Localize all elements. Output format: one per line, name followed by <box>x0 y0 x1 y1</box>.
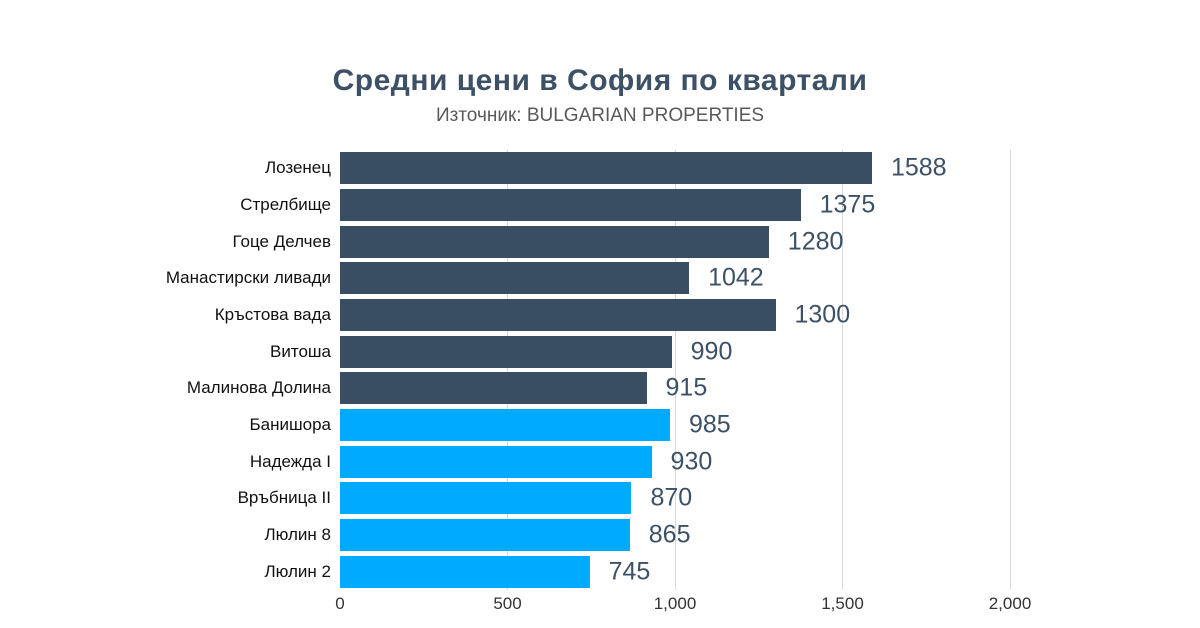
value-label: 990 <box>690 337 733 366</box>
plot-area: Лозенец 1588 Стрелбище 1375 Гоце Делчев 1280 М… <box>166 150 1031 613</box>
category-label: Люлин 2 <box>264 561 331 581</box>
bar-Манастирски ливади <box>340 262 690 295</box>
bar-Люлин 2 <box>340 555 590 588</box>
gridline-1500 <box>842 150 843 590</box>
category-label: Лозенец <box>264 158 331 178</box>
category-label: Манастирски ливади <box>165 268 331 288</box>
value-label: 1042 <box>708 263 764 292</box>
bar-Малинова Долина <box>340 372 647 405</box>
bar-row: Люлин 8 865 <box>264 517 1010 554</box>
bar-row: Надежда I 930 <box>250 443 1010 480</box>
bar-row: Банишора 985 <box>250 407 1010 444</box>
category-label: Връбница II <box>237 488 331 508</box>
category-label: Надежда I <box>249 451 331 471</box>
value-label: 930 <box>670 447 713 476</box>
category-label: Люлин 8 <box>264 524 331 544</box>
category-label: Малинова Долина <box>186 378 331 398</box>
bar-Витоша <box>340 335 672 368</box>
value-label: 985 <box>688 410 731 439</box>
bar-row: Стрелбище 1375 <box>240 187 1010 224</box>
bar-row: Гоце Делчев 1280 <box>232 223 1010 260</box>
value-label: 1300 <box>794 300 851 329</box>
bar-Кръстова вада <box>340 298 776 331</box>
bar-row: Кръстова вада 1300 <box>215 297 1010 334</box>
x-tick-label: 2,000 <box>988 594 1032 613</box>
gridline-2000 <box>1009 150 1011 590</box>
bar-row: Манастирски ливади 1042 <box>166 260 1010 297</box>
x-tick-label: 0 <box>335 594 345 613</box>
category-label: Банишора <box>249 414 332 434</box>
category-label: Кръстова вада <box>214 304 331 324</box>
value-label: 870 <box>650 483 693 512</box>
x-tick-label: 1,000 <box>653 594 697 613</box>
bar-Връбница II <box>340 482 632 515</box>
gridline-500 <box>507 150 508 590</box>
bar-Стрелбище <box>340 188 801 221</box>
bar-Люлин 8 <box>340 518 630 551</box>
category-label: Витоша <box>270 341 331 361</box>
gridline-1000 <box>674 150 676 590</box>
value-label: 1588 <box>890 153 947 182</box>
x-tick-label: 1,500 <box>821 594 864 613</box>
chart-title: Средни цени в София по квартали <box>332 64 868 97</box>
value-label: 865 <box>648 520 691 549</box>
value-label: 915 <box>665 373 708 402</box>
bar-row: Връбница II 870 <box>238 480 1010 517</box>
bar-row: Малинова Долина 915 <box>187 370 1010 407</box>
value-label: 1375 <box>819 190 876 219</box>
category-label: Стрелбище <box>240 194 331 214</box>
bar-Лозенец <box>340 152 872 185</box>
value-label: 745 <box>608 557 651 586</box>
bar-Банишора <box>340 408 670 441</box>
x-tick-label: 500 <box>493 594 522 613</box>
category-label: Гоце Делчев <box>232 231 331 251</box>
bar-row: Витоша 990 <box>270 333 1010 370</box>
bar-row: Люлин 2 745 <box>264 553 1010 590</box>
bar-row: Лозенец 1588 <box>265 150 1010 187</box>
bar-Гоце Делчев <box>340 225 769 258</box>
chart-subtitle: Източник: BULGARIAN PROPERTIES <box>435 105 765 126</box>
bar-Надежда I <box>340 445 652 478</box>
value-label: 1280 <box>787 227 844 256</box>
